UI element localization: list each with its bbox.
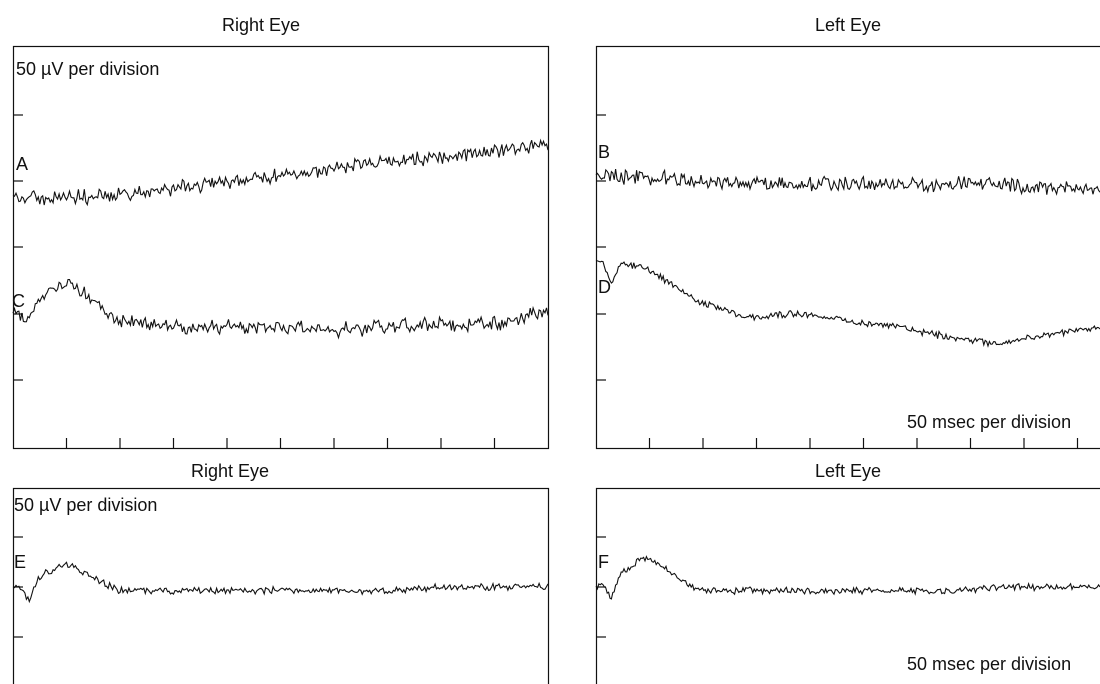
plot-frame bbox=[595, 45, 1100, 450]
trace-label-d: D bbox=[598, 277, 611, 297]
trace-label-f: F bbox=[598, 552, 609, 572]
trace-label-c: C bbox=[12, 291, 25, 311]
trace-label-a: A bbox=[16, 154, 28, 174]
trace-label-e: E bbox=[14, 552, 26, 572]
panel-right-eye-top: Right Eye 50 µV per division A C bbox=[12, 15, 550, 450]
plot-frame bbox=[12, 45, 550, 450]
scale-label: 50 µV per division bbox=[16, 59, 159, 79]
scale-label: 50 msec per division bbox=[907, 654, 1071, 674]
trace-c bbox=[12, 278, 549, 340]
panel-title: Left Eye bbox=[815, 15, 881, 35]
trace-a bbox=[12, 138, 549, 207]
trace-d bbox=[595, 259, 1100, 348]
plot-frame bbox=[12, 487, 550, 684]
trace-e bbox=[12, 561, 549, 604]
trace-f bbox=[595, 555, 1100, 600]
plot-frame bbox=[595, 487, 1100, 684]
panel-title: Right Eye bbox=[191, 461, 269, 481]
scale-label: 50 µV per division bbox=[14, 495, 157, 515]
scale-label: 50 msec per division bbox=[907, 412, 1071, 432]
panel-title: Left Eye bbox=[815, 461, 881, 481]
panel-title: Right Eye bbox=[222, 15, 300, 35]
trace-label-b: B bbox=[598, 142, 610, 162]
trace-b bbox=[595, 168, 1100, 196]
panel-left-eye-top: Left Eye 50 msec per division B D bbox=[595, 15, 1100, 450]
panel-right-eye-bottom: Right Eye 50 µV per division E bbox=[12, 461, 550, 684]
panel-left-eye-bottom: Left Eye 50 msec per division F bbox=[595, 461, 1100, 684]
